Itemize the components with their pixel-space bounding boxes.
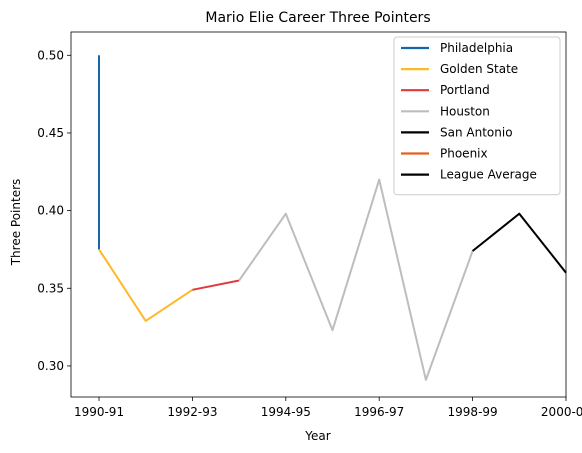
x-tick-label: 2000-01 — [541, 405, 582, 419]
series-line-san-antonio — [471, 212, 567, 274]
x-tick-label: 1990-91 — [74, 405, 124, 419]
y-tick-label: 0.50 — [37, 48, 64, 62]
x-tick-label: 1996-97 — [354, 405, 404, 419]
legend-label: Phoenix — [440, 147, 488, 161]
legend: Philadelphia Golden State Portland Houston S… — [393, 36, 561, 196]
x-tick-label: 1992-93 — [167, 405, 217, 419]
y-tick-label: 0.45 — [37, 126, 64, 140]
chart-title: Mario Elie Career Three Pointers — [205, 10, 430, 26]
legend-label: League Average — [440, 168, 537, 182]
y-axis-label: Three Pointers — [9, 179, 23, 267]
x-axis: 1990-91 1992-93 1994-95 1996-97 1998-99 2000-… — [74, 397, 582, 419]
series-line-houston — [238, 178, 474, 381]
legend-label: San Antonio — [440, 125, 513, 139]
y-axis: 0.30 0.35 0.40 0.45 0.50 — [37, 48, 71, 373]
legend-label: Golden State — [440, 62, 518, 76]
y-tick-label: 0.40 — [37, 204, 64, 218]
series-line-golden-state — [98, 248, 193, 322]
x-tick-label: 1998-99 — [448, 405, 498, 419]
series-line-portland — [192, 279, 240, 291]
x-axis-label: Year — [304, 429, 330, 443]
legend-box — [393, 36, 561, 196]
y-tick-label: 0.30 — [37, 359, 64, 373]
plot-area — [70, 31, 567, 398]
legend-label: Philadelphia — [440, 41, 513, 55]
x-tick-label: 1994-95 — [261, 405, 311, 419]
y-tick-label: 0.35 — [37, 281, 64, 295]
legend-label: Portland — [440, 83, 490, 97]
legend-label: Houston — [440, 104, 490, 118]
plot-frame — [70, 31, 567, 398]
